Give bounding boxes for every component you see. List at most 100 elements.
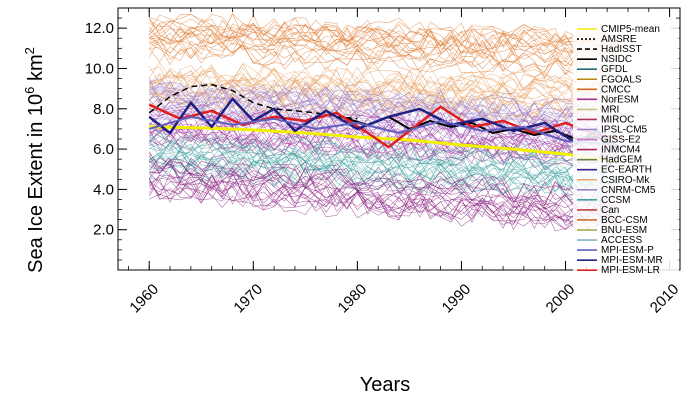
- legend-label: NorESM: [601, 94, 639, 105]
- ensemble-member-line: [149, 83, 618, 125]
- y-tick-label: 2.0: [93, 222, 114, 239]
- x-tick-label: 2000: [543, 281, 579, 317]
- legend-label: NSIDC: [601, 54, 632, 65]
- legend-background: [573, 24, 679, 280]
- legend-label: GISS-E2: [601, 135, 641, 146]
- ensemble-member-line: [148, 173, 618, 229]
- y-tick-label: 6.0: [93, 141, 114, 158]
- ensemble-member-line: [149, 143, 618, 186]
- ensemble-member-line: [148, 157, 618, 212]
- y-axis-title-exp1: 6: [22, 87, 37, 94]
- x-tick-label: 2010: [647, 281, 683, 317]
- ensemble-group: [148, 61, 618, 126]
- legend-label: INMCM4: [601, 145, 641, 156]
- ensemble-member-line: [148, 152, 618, 212]
- ensemble-member-line: [148, 159, 618, 211]
- legend-label: MIROC: [601, 114, 634, 125]
- ensemble-group: [148, 13, 618, 81]
- ensemble-member-line: [148, 178, 618, 232]
- ensemble-member-line: [149, 67, 618, 99]
- x-tick-label: 1960: [126, 281, 162, 317]
- ensemble-member-line: [148, 25, 618, 55]
- ensemble-member-line: [149, 150, 618, 192]
- y-tick-label: 4.0: [93, 181, 114, 198]
- legend-label: MRI: [601, 104, 619, 115]
- legend-label: HadGEM: [601, 155, 642, 166]
- x-tick-label: 1980: [335, 281, 371, 317]
- x-tick-label: 1970: [231, 281, 267, 317]
- legend-label: EC-EARTH: [601, 165, 652, 176]
- ensemble-member-line: [149, 71, 618, 103]
- legend: CMIP5-meanAMSREHadISSTNSIDCGFDLFGOALSCMC…: [573, 24, 679, 280]
- ensemble-member-line: [149, 22, 618, 56]
- legend-label: GFDL: [601, 64, 628, 75]
- series-line-nsidc: [346, 115, 619, 149]
- ensemble-member-line: [149, 166, 618, 220]
- legend-label: BCC-CSM: [601, 215, 648, 226]
- ensemble-member-line: [149, 79, 618, 117]
- ensemble-member-line: [149, 83, 618, 118]
- series-line-mpi-esm-p: [148, 115, 618, 146]
- ensemble-member-line: [148, 173, 618, 228]
- ensemble-member-line: [149, 63, 618, 98]
- series-line-mpi-esm-mr: [148, 97, 619, 151]
- legend-label: HadISST: [601, 44, 642, 55]
- legend-label: FGOALS: [601, 74, 642, 85]
- ensemble-member-line: [148, 178, 618, 227]
- ensemble-member-line: [149, 78, 618, 121]
- legend-label: AMSRE: [601, 34, 637, 45]
- ensemble-member-line: [148, 14, 618, 53]
- ensemble-member-line: [148, 38, 618, 75]
- x-axis-title: Years: [360, 374, 410, 396]
- series-line-mpi-esm-lr: [148, 103, 618, 149]
- ensemble-member-line: [148, 77, 618, 124]
- legend-label: BNU-ESM: [601, 225, 647, 236]
- y-tick-label: 10.0: [85, 60, 114, 77]
- legend-label: IPSL-CM5: [601, 125, 648, 136]
- legend-label: ACCESS: [601, 235, 642, 246]
- ensemble-member-line: [148, 79, 618, 125]
- legend-label: CMCC: [601, 84, 631, 95]
- legend-label: CSIRO-Mk: [601, 175, 650, 186]
- legend-label: CCSM: [601, 195, 630, 206]
- ensemble-group: [148, 151, 618, 233]
- ensemble-member-line: [149, 82, 618, 124]
- ensemble-member-line: [148, 173, 618, 225]
- ensemble-member-line: [149, 141, 618, 180]
- ensemble-member-line: [148, 151, 618, 208]
- y-axis-title-main: Sea Ice Extent in 10: [25, 94, 47, 273]
- ensemble-member-line: [149, 82, 618, 128]
- series-line-hadisst: [148, 83, 358, 120]
- ensemble-member-line: [149, 124, 618, 169]
- ensemble-member-line: [149, 131, 618, 168]
- ensemble-member-line: [149, 41, 618, 81]
- ensemble-member-line: [148, 155, 618, 201]
- y-axis-title: Sea Ice Extent in 106 km2: [22, 47, 47, 273]
- ensemble-member-line: [149, 63, 618, 93]
- series-line-cmip5-mean: [149, 125, 618, 163]
- ensemble-member-line: [148, 154, 618, 211]
- legend-label: MPI-ESM-P: [601, 245, 654, 256]
- legend-label: Can: [601, 205, 619, 216]
- ensemble-member-line: [149, 29, 618, 63]
- ensemble-member-line: [148, 78, 618, 113]
- ensemble-member-line: [148, 139, 618, 184]
- legend-label: MPI-ESM-MR: [601, 255, 663, 266]
- ensemble-member-line: [149, 123, 618, 162]
- ensemble-member-line: [149, 31, 618, 67]
- ensemble-member-line: [148, 82, 618, 129]
- y-tick-label: 12.0: [85, 20, 114, 37]
- ensemble-member-line: [149, 75, 618, 106]
- ensemble-member-line: [149, 179, 618, 232]
- ensemble-member-line: [149, 38, 618, 76]
- ensemble-member-line: [149, 13, 618, 47]
- y-axis-title-exp2: 2: [22, 47, 37, 54]
- ensemble-member-line: [149, 123, 618, 161]
- ensemble-member-line: [149, 160, 618, 216]
- ensemble-member-line: [149, 130, 618, 176]
- ensemble-member-line: [149, 19, 618, 57]
- ensemble-member-line: [148, 14, 618, 50]
- legend-label: MPI-ESM-LR: [601, 265, 660, 276]
- legend-label: CMIP5-mean: [601, 24, 660, 35]
